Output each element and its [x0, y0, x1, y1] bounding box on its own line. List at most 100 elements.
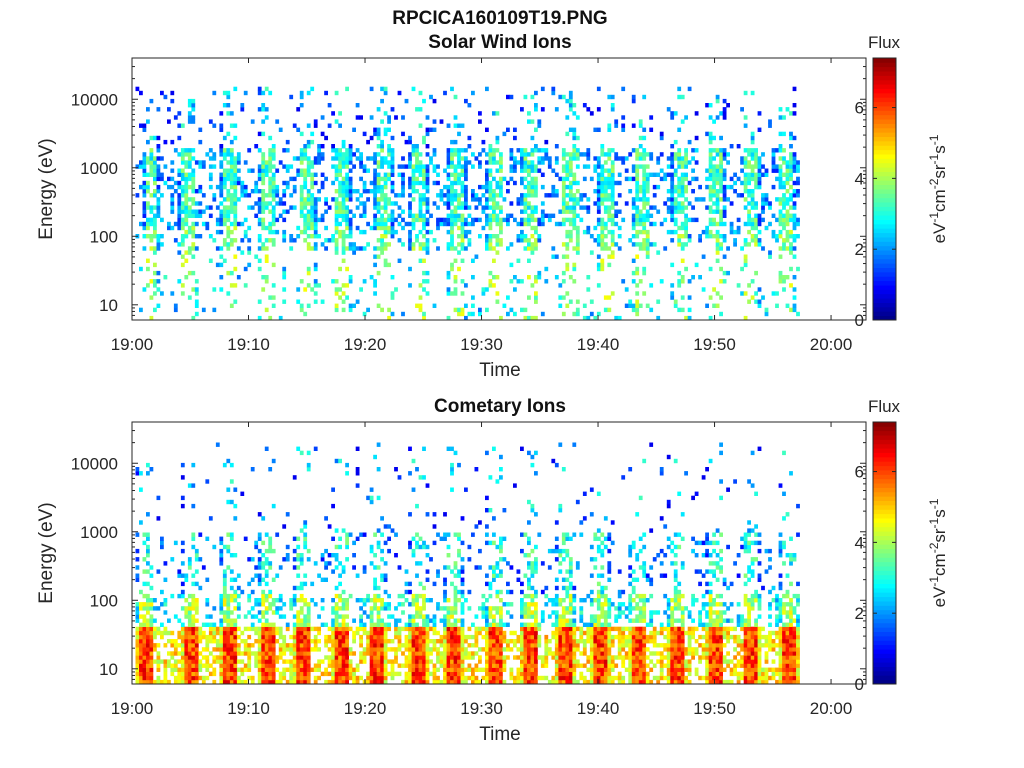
heatmap-cell: [582, 205, 587, 210]
heatmap-cell: [708, 148, 713, 153]
heatmap-cell: [450, 160, 454, 165]
colorbar-swatch: [873, 267, 896, 273]
heatmap-cell: [282, 229, 287, 235]
heatmap-cell: [785, 229, 790, 235]
heatmap-cell: [153, 291, 157, 296]
heatmap-cell: [191, 242, 196, 247]
heatmap-cell: [670, 217, 675, 223]
heatmap-cell: [369, 675, 374, 681]
heatmap-cell: [635, 299, 640, 304]
heatmap-cell: [184, 234, 189, 239]
heatmap-cell: [404, 663, 409, 668]
heatmap-cell: [313, 119, 318, 124]
heatmap-cell: [187, 160, 192, 165]
heatmap-cell: [257, 618, 262, 623]
heatmap-cell: [453, 275, 458, 280]
heatmap-cell: [443, 634, 447, 640]
heatmap-cell: [278, 315, 283, 321]
heatmap-cell: [299, 647, 304, 652]
heatmap-cell: [156, 516, 161, 521]
heatmap-cell: [387, 229, 391, 235]
heatmap-cell: [460, 651, 465, 656]
heatmap-cell: [422, 221, 426, 227]
heatmap-cell: [268, 193, 273, 198]
heatmap-cell: [432, 168, 437, 173]
heatmap-cell: [345, 622, 349, 627]
heatmap-cell: [443, 622, 447, 627]
heatmap-cell: [222, 577, 227, 582]
heatmap-cell: [453, 168, 458, 173]
colorbar-swatch: [873, 127, 896, 133]
heatmap-cell: [296, 234, 301, 239]
heatmap-cell: [254, 659, 259, 664]
heatmap-cell: [757, 111, 762, 116]
heatmap-cell: [789, 164, 793, 169]
heatmap-cell: [135, 618, 140, 623]
heatmap-cell: [170, 139, 175, 145]
heatmap-cell: [652, 221, 657, 227]
heatmap-cell: [750, 205, 755, 210]
heatmap-cell: [530, 205, 535, 210]
heatmap-cell: [341, 197, 346, 202]
heatmap-cell: [240, 589, 245, 595]
heatmap-cell: [173, 614, 178, 619]
heatmap-cell: [268, 655, 273, 660]
heatmap-cell: [243, 626, 248, 632]
heatmap-cell: [369, 622, 374, 627]
heatmap-cell: [383, 589, 388, 595]
heatmap-cell: [222, 184, 227, 190]
heatmap-cell: [373, 184, 377, 190]
heatmap-cell: [229, 598, 234, 603]
heatmap-cell: [341, 659, 346, 664]
heatmap-cell: [289, 643, 294, 648]
colorbar-swatch: [873, 271, 896, 277]
heatmap-cell: [527, 275, 531, 280]
heatmap-cell: [471, 197, 475, 202]
heatmap-cell: [509, 262, 514, 268]
heatmap-cell: [422, 618, 426, 623]
heatmap-cell: [247, 626, 252, 632]
heatmap-cell: [432, 671, 437, 677]
heatmap-cell: [495, 213, 500, 218]
heatmap-cell: [540, 311, 545, 317]
heatmap-cell: [226, 148, 231, 153]
heatmap-cell: [285, 164, 290, 169]
heatmap-cell: [292, 630, 297, 636]
heatmap-cell: [345, 557, 349, 562]
heatmap-cell: [450, 246, 454, 251]
heatmap-cell: [680, 193, 685, 198]
heatmap-cell: [782, 160, 786, 165]
heatmap-cell: [153, 279, 157, 284]
heatmap-cell: [146, 655, 150, 660]
heatmap-cell: [387, 307, 391, 313]
heatmap-cell: [603, 152, 608, 157]
heatmap-cell: [243, 189, 248, 194]
heatmap-cell: [600, 229, 605, 235]
heatmap-cell: [261, 246, 266, 251]
heatmap-cell: [191, 659, 196, 664]
heatmap-cell: [474, 667, 479, 672]
heatmap-cell: [593, 164, 598, 169]
heatmap-cell: [268, 626, 273, 632]
heatmap-cell: [156, 569, 161, 574]
heatmap-cell: [656, 172, 661, 177]
heatmap-cell: [306, 557, 311, 562]
heatmap-cell: [359, 152, 363, 157]
heatmap-cell: [464, 303, 468, 308]
heatmap-cell: [485, 205, 489, 210]
heatmap-cell: [457, 618, 461, 623]
heatmap-cell: [299, 593, 304, 599]
heatmap-cell: [306, 659, 311, 664]
heatmap-cell: [320, 156, 325, 161]
heatmap-cell: [160, 630, 164, 636]
heatmap-cell: [610, 107, 615, 112]
heatmap-cell: [446, 205, 451, 210]
heatmap-cell: [450, 655, 454, 660]
heatmap-cell: [397, 565, 402, 570]
heatmap-cell: [575, 213, 580, 218]
heatmap-cell: [348, 659, 353, 664]
heatmap-cell: [638, 156, 643, 161]
heatmap-cell: [334, 209, 339, 214]
heatmap-cell: [439, 634, 444, 640]
heatmap-cell: [534, 127, 538, 132]
